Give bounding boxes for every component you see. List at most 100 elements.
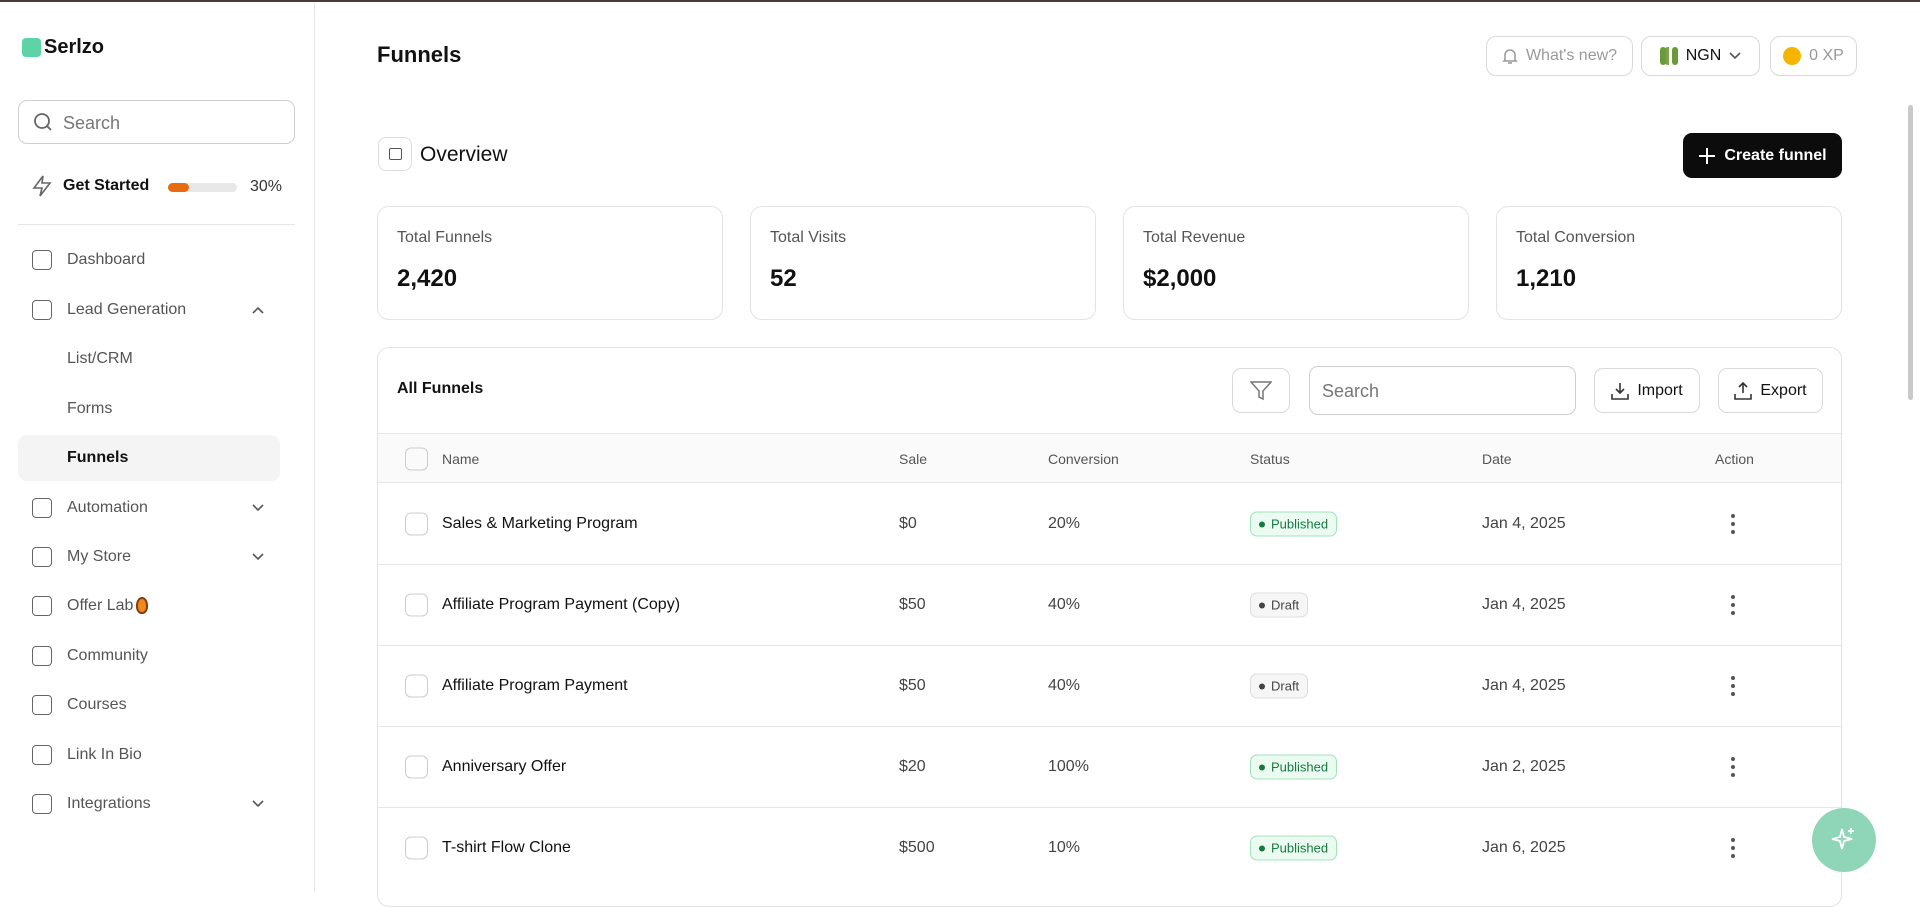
nav-icon [32,250,52,270]
cell-text: Jan 6, 2025 [1482,839,1566,856]
overview-title: Overview [420,143,508,166]
kebab-dot [1731,522,1735,526]
filter-button[interactable] [1232,368,1290,413]
import-label: Import [1637,381,1683,399]
stat-value: 2,420 [397,265,458,292]
kebab-dot [1731,773,1735,777]
fire-icon [136,597,148,614]
row-actions[interactable] [1729,676,1737,698]
bell-icon [1502,49,1518,64]
kebab-dot [1731,603,1735,607]
column-header: Action [1715,451,1754,467]
column-header: Name [442,451,480,467]
export-label: Export [1760,381,1807,399]
row-actions[interactable] [1729,514,1737,536]
nav-item[interactable]: Courses [67,696,127,713]
cell-text: Jan 2, 2025 [1482,758,1566,775]
status-badge: Draft [1250,673,1309,699]
sparkle-icon [1831,828,1854,850]
row-actions[interactable] [1729,595,1737,617]
row-checkbox[interactable] [405,593,428,617]
progress-track [168,183,237,192]
cell-text: Jan 4, 2025 [1482,515,1566,532]
get-started[interactable]: Get Started [63,177,150,194]
stat-label: Total Conversion [1516,229,1636,246]
status-badge: Draft [1250,592,1309,618]
scrollbar [1908,105,1913,400]
row-checkbox[interactable] [405,512,428,536]
export-button[interactable]: Export [1718,368,1823,413]
kebab-dot [1731,684,1735,688]
overview-icon [378,137,412,171]
progress-label: 30% [250,178,283,195]
column-header: Conversion [1048,451,1119,467]
cell-text: $0 [899,515,917,532]
divider [18,224,295,225]
kebab-dot [1731,757,1735,761]
nav-icon [32,695,52,715]
row-checkbox[interactable] [405,755,428,779]
cell-text: 100% [1048,758,1089,775]
ai-assistant-button[interactable] [1812,808,1876,872]
export-icon [1734,381,1753,400]
nav-item[interactable]: Automation [67,499,148,516]
nav-item[interactable]: Link In Bio [67,746,142,763]
nav-item[interactable]: Offer Lab [67,597,134,614]
stat-label: Total Visits [770,229,847,246]
chevron [252,800,264,808]
stat-label: Total Funnels [397,229,493,246]
kebab-dot [1731,846,1735,850]
row-checkbox[interactable] [405,836,428,860]
row-divider [378,564,1841,565]
stat-value: $2,000 [1143,265,1217,292]
cell-text: 40% [1048,677,1081,694]
nav-item[interactable]: Integrations [67,795,151,812]
funnel-name[interactable]: T-shirt Flow Clone [442,839,571,856]
cell-text: Jan 4, 2025 [1482,677,1566,694]
cell-text: $50 [899,596,926,613]
kebab-dot [1731,676,1735,680]
nav-item[interactable]: Lead Generation [67,301,187,318]
nav-icon [32,794,52,814]
row-divider [378,645,1841,646]
progress-fill [168,183,189,192]
nav-icon [32,300,52,320]
row-divider [378,726,1841,727]
funnel-name[interactable]: Affiliate Program Payment (Copy) [442,596,681,613]
nav-item[interactable]: Funnels [67,449,129,466]
import-button[interactable]: Import [1594,368,1700,413]
xp-badge[interactable]: 0 XP [1770,36,1857,76]
flag-icon [1659,47,1678,65]
nav-item[interactable]: Community [67,647,148,664]
cell-text: 40% [1048,596,1081,613]
sidebar-search[interactable]: Search [18,100,295,144]
nav-item[interactable]: Forms [67,400,113,417]
whats-new-button[interactable]: What's new? [1486,36,1633,76]
row-checkbox[interactable] [405,674,428,698]
nav-item[interactable]: List/CRM [67,350,133,367]
nav-item[interactable]: Dashboard [67,251,146,268]
table-search-placeholder: Search [1322,381,1380,401]
funnel-name[interactable]: Affiliate Program Payment [442,677,628,694]
nav-icon [32,745,52,765]
filter-icon [1250,380,1272,400]
stat-card: Total Revenue $2,000 [1123,206,1469,320]
select-all-checkbox[interactable] [405,447,428,471]
currency-selector[interactable]: NGN [1641,36,1760,76]
brand[interactable]: Serlzo [44,36,105,58]
create-funnel-button[interactable]: Create funnel [1683,133,1842,178]
table-search[interactable]: Search [1309,366,1576,415]
row-actions[interactable] [1729,838,1737,860]
nav-icon [32,596,52,616]
funnel-name[interactable]: Anniversary Offer [442,758,567,775]
funnel-name[interactable]: Sales & Marketing Program [442,515,638,532]
kebab-dot [1731,530,1735,534]
stat-card: Total Funnels 2,420 [377,206,723,320]
nav-item[interactable]: My Store [67,548,132,565]
create-funnel-label: Create funnel [1724,146,1827,164]
nav-icon [32,547,52,567]
row-actions[interactable] [1729,757,1737,779]
status-badge: Published [1250,754,1338,780]
